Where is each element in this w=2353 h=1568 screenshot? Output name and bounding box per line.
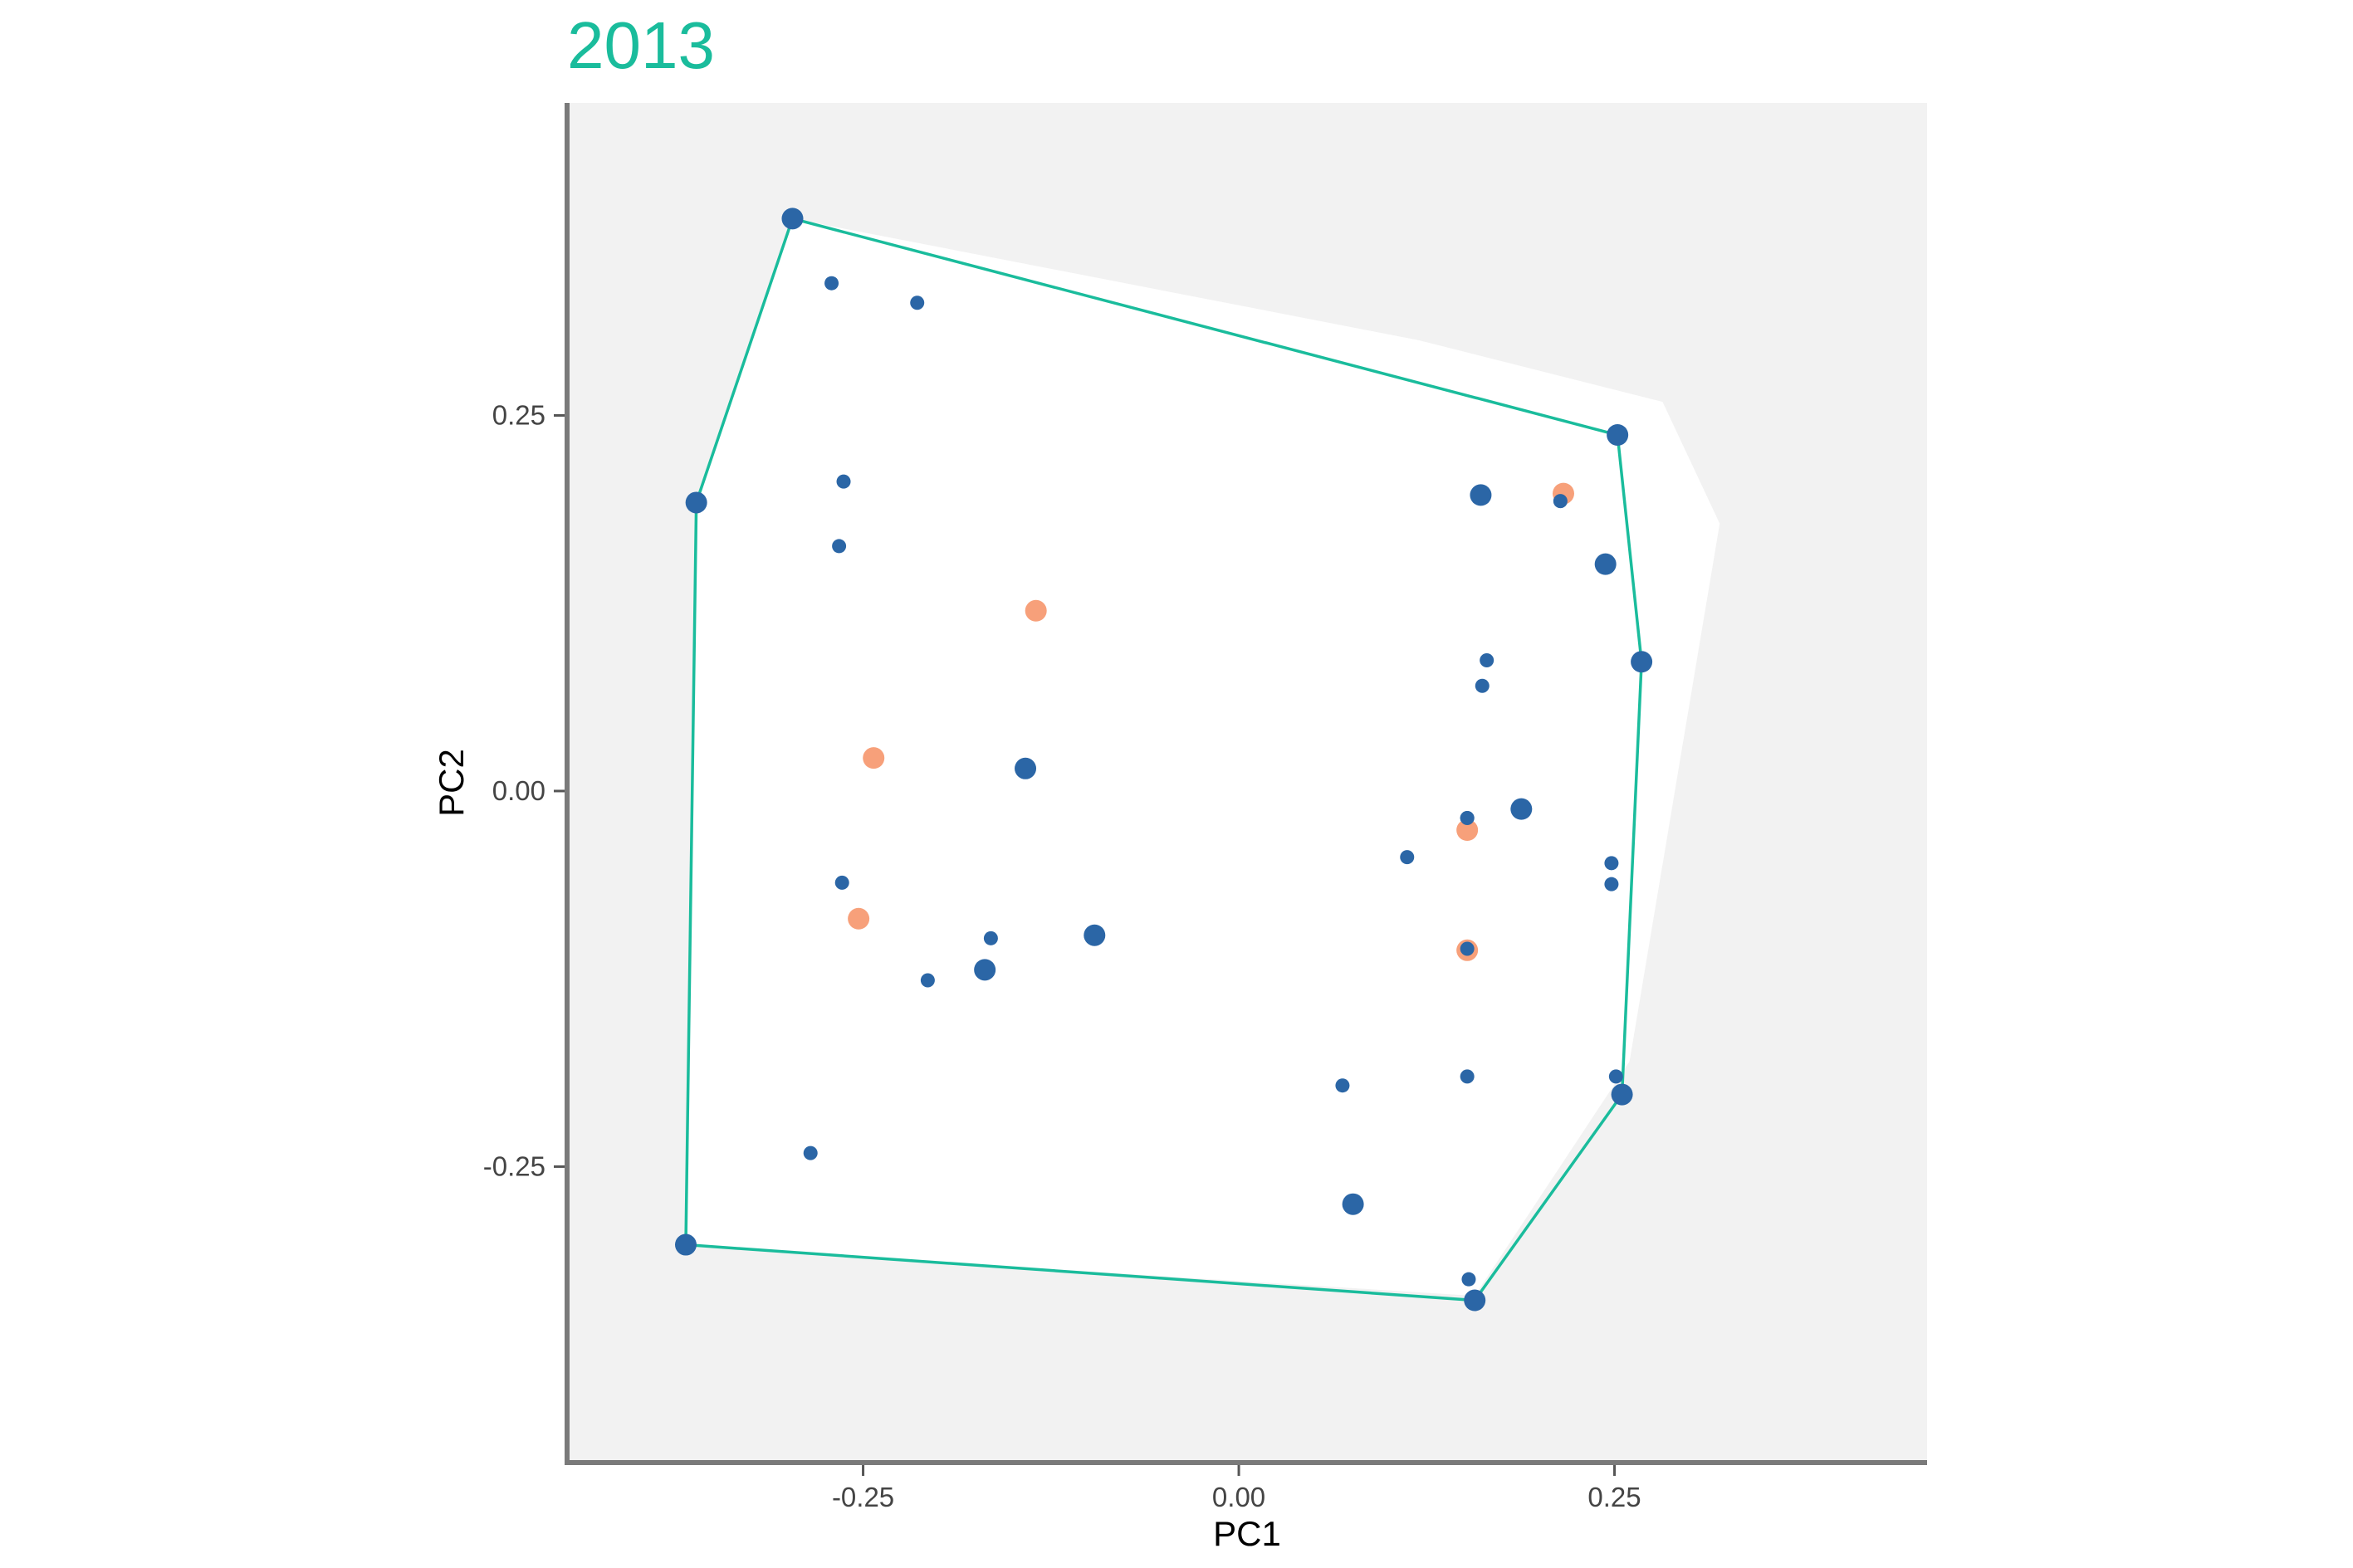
- data-point: [1631, 651, 1653, 673]
- data-point: [1400, 850, 1415, 865]
- data-point: [1015, 757, 1037, 779]
- data-point: [1342, 1193, 1364, 1215]
- data-point: [836, 474, 851, 489]
- data-point: [1608, 1069, 1623, 1084]
- data-point: [910, 296, 925, 310]
- y-axis-title: PC2: [432, 749, 471, 817]
- data-point: [1084, 924, 1106, 946]
- data-point: [1607, 423, 1629, 446]
- data-point: [1335, 1078, 1350, 1093]
- data-point: [781, 208, 804, 230]
- data-point: [1460, 1069, 1475, 1084]
- data-point: [974, 959, 996, 981]
- y-tick-label: -0.25: [483, 1150, 545, 1181]
- y-ticks: -0.25 0.00 0.25: [483, 399, 565, 1181]
- data-point: [685, 491, 707, 514]
- data-point: [863, 747, 885, 769]
- data-point: [983, 931, 998, 945]
- data-point: [1604, 877, 1619, 891]
- data-point: [1510, 798, 1533, 820]
- data-point: [1470, 484, 1492, 506]
- data-point: [1460, 941, 1475, 956]
- data-point: [1480, 652, 1494, 667]
- x-tick-label: -0.25: [832, 1482, 894, 1512]
- data-point: [803, 1145, 818, 1160]
- points-layer: [674, 208, 1653, 1312]
- chart-title: 2013: [567, 8, 715, 82]
- data-point: [832, 539, 847, 554]
- data-point: [1475, 678, 1490, 693]
- data-point: [1025, 599, 1047, 622]
- y-tick-label: 0.25: [492, 399, 545, 430]
- data-point: [1553, 494, 1568, 509]
- x-axis-title: PC1: [1213, 1514, 1281, 1553]
- data-point: [1604, 856, 1619, 871]
- data-point: [1461, 1272, 1476, 1287]
- data-point: [674, 1233, 697, 1256]
- x-ticks: -0.25 0.00 0.25: [832, 1465, 1641, 1512]
- x-tick-label: 0.00: [1212, 1482, 1265, 1512]
- data-point: [920, 973, 935, 988]
- data-point: [824, 276, 839, 291]
- data-point: [1456, 819, 1479, 842]
- background-region: [687, 218, 1720, 1297]
- data-point: [1464, 1289, 1486, 1312]
- data-point: [1594, 553, 1617, 575]
- data-point: [1611, 1083, 1633, 1106]
- data-point: [848, 907, 870, 930]
- data-point: [834, 875, 849, 890]
- y-tick-label: 0.00: [492, 775, 545, 806]
- convex-hull: [684, 217, 1643, 1302]
- data-point: [1460, 811, 1475, 826]
- x-tick-label: 0.25: [1587, 1482, 1641, 1512]
